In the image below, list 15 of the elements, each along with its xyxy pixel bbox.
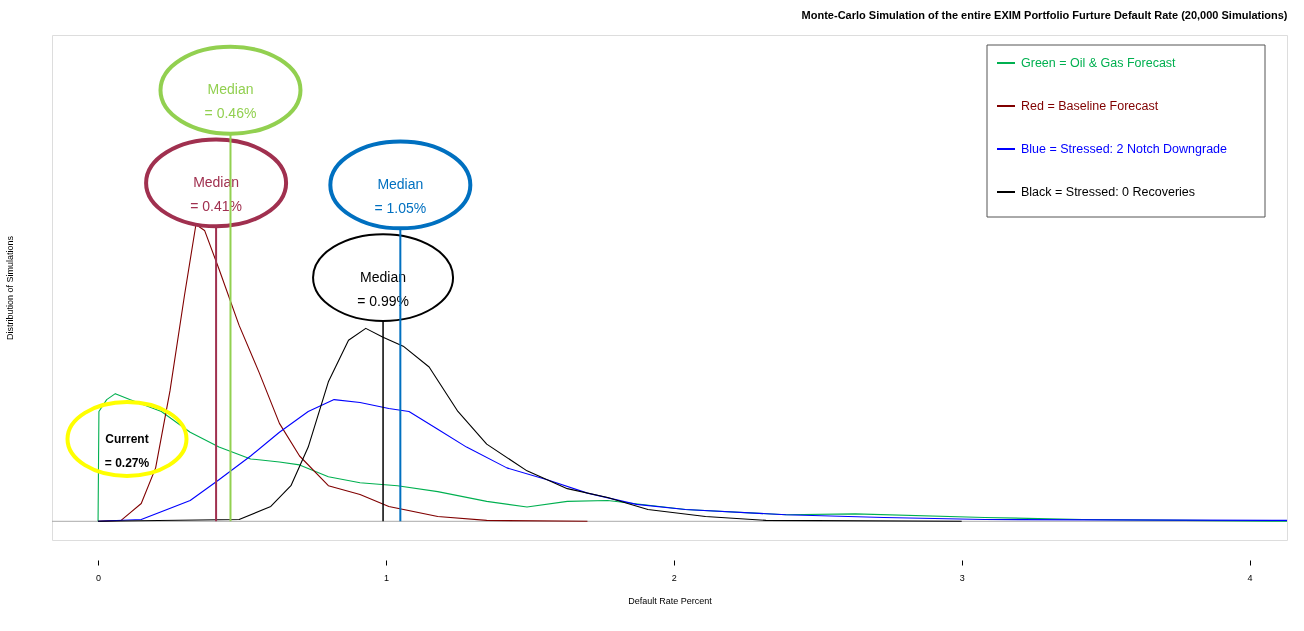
legend-label: Blue = Stressed: 2 Notch Downgrade [1021, 142, 1228, 156]
ref-line-label: Median = 0.46% [204, 81, 257, 122]
x-axis-title: Default Rate Percent [628, 595, 713, 606]
x-tick-label: 4 [1247, 572, 1253, 583]
ref-line-label: Median = 1.05% [374, 175, 427, 216]
chart-title: Monte-Carlo Simulation of the entire EXIM Portfolio Furture Default Rate (20,000 Simulations) [801, 9, 1288, 21]
x-tick-label: 2 [671, 572, 677, 583]
x-tick-label: 0 [96, 572, 102, 583]
legend-label: Black = Stressed: 0 Recoveries [1021, 185, 1196, 199]
x-tick-label: 1 [383, 572, 389, 583]
annotation: Current = 0.27% [104, 432, 150, 470]
x-tick-label: 3 [959, 572, 965, 583]
legend-label: Green = Oil & Gas Forecast [1021, 56, 1177, 70]
y-axis-title: Distribution of Simulations [4, 235, 15, 341]
legend-label: Red = Baseline Forecast [1021, 99, 1159, 113]
